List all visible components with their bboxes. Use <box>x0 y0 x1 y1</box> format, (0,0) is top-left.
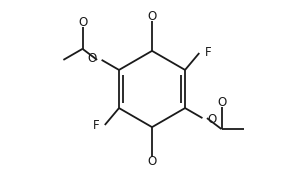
Text: O: O <box>78 16 87 29</box>
Text: O: O <box>217 96 226 109</box>
Text: F: F <box>205 46 211 59</box>
Text: O: O <box>88 52 97 65</box>
Text: F: F <box>93 119 99 132</box>
Text: O: O <box>147 10 157 23</box>
Text: O: O <box>147 155 157 168</box>
Text: O: O <box>207 113 216 126</box>
